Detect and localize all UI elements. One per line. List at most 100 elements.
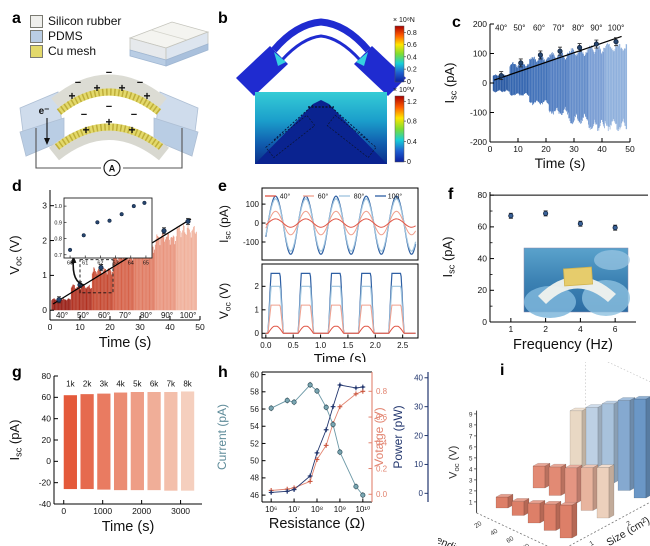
svg-text:0: 0 bbox=[255, 219, 260, 228]
svg-text:0: 0 bbox=[407, 159, 411, 166]
svg-text:2: 2 bbox=[469, 488, 473, 495]
svg-text:50: 50 bbox=[625, 144, 635, 154]
svg-text:3000: 3000 bbox=[171, 506, 190, 516]
svg-text:70°: 70° bbox=[553, 23, 565, 32]
svg-text:62: 62 bbox=[97, 261, 103, 267]
svg-text:0: 0 bbox=[482, 317, 487, 327]
svg-text:2.0: 2.0 bbox=[370, 341, 382, 350]
svg-text:70°: 70° bbox=[119, 311, 131, 320]
svg-text:0.7: 0.7 bbox=[54, 253, 62, 259]
panel-letter-e: e bbox=[218, 178, 227, 195]
svg-text:50: 50 bbox=[195, 322, 205, 332]
svg-text:0: 0 bbox=[407, 79, 411, 86]
svg-text:64: 64 bbox=[128, 261, 134, 267]
svg-text:50°: 50° bbox=[77, 311, 89, 320]
panel-a: a Silicon rubber PDMS Cu mesh − − − + + + + − − −… bbox=[6, 8, 212, 176]
svg-text:1: 1 bbox=[589, 540, 596, 546]
svg-text:Frequency (Hz): Frequency (Hz) bbox=[513, 337, 613, 353]
svg-text:50: 50 bbox=[250, 456, 259, 465]
svg-text:0: 0 bbox=[61, 506, 66, 516]
svg-text:3k: 3k bbox=[100, 380, 109, 389]
svg-text:0.2: 0.2 bbox=[376, 464, 388, 473]
panel-h: h 46 48 50 52 54 56 58 60 10⁶ 10⁷ 10⁸ 10⁹ 10¹⁰ 0.0 0.2… bbox=[212, 362, 438, 544]
legend-label: Cu mesh bbox=[48, 44, 97, 58]
pdms-swatch bbox=[30, 29, 43, 43]
svg-text:Time (s): Time (s) bbox=[535, 155, 586, 171]
svg-text:4: 4 bbox=[578, 324, 583, 334]
svg-text:Time (s): Time (s) bbox=[99, 335, 152, 351]
svg-text:100: 100 bbox=[246, 200, 260, 209]
svg-text:1.0: 1.0 bbox=[54, 204, 62, 210]
svg-text:8k: 8k bbox=[183, 380, 192, 389]
svg-text:+: + bbox=[68, 89, 75, 103]
svg-text:Size (cm²): Size (cm²) bbox=[604, 514, 650, 546]
svg-text:2: 2 bbox=[42, 235, 47, 245]
panel-c: c -200 -100 0 100 200 0 10 20 30 40 50 40° 50° 60° 70°… bbox=[438, 8, 650, 178]
svg-text:8: 8 bbox=[469, 422, 473, 429]
svg-text:20: 20 bbox=[414, 431, 423, 440]
svg-text:2.5: 2.5 bbox=[397, 341, 409, 350]
svg-text:Time (s): Time (s) bbox=[314, 352, 367, 362]
panel-letter-a: a bbox=[12, 10, 21, 27]
svg-text:60: 60 bbox=[478, 222, 488, 232]
svg-text:40°: 40° bbox=[495, 23, 507, 32]
svg-text:40°: 40° bbox=[280, 193, 291, 201]
svg-text:0: 0 bbox=[419, 489, 424, 498]
svg-text:6: 6 bbox=[469, 444, 473, 451]
legend-item-silicon-rubber: Silicon rubber bbox=[30, 14, 121, 28]
svg-text:0.2: 0.2 bbox=[407, 67, 417, 74]
svg-text:Isc​ (pA): Isc​ (pA) bbox=[442, 63, 459, 104]
svg-text:40: 40 bbox=[478, 253, 488, 263]
svg-text:0.5: 0.5 bbox=[288, 341, 300, 350]
svg-text:0.8: 0.8 bbox=[376, 387, 388, 396]
svg-text:10: 10 bbox=[414, 460, 423, 469]
svg-text:40: 40 bbox=[414, 374, 423, 383]
svg-text:4k: 4k bbox=[116, 380, 125, 389]
svg-text:2: 2 bbox=[626, 520, 633, 528]
svg-text:0.4: 0.4 bbox=[376, 439, 388, 448]
svg-text:+: + bbox=[118, 81, 125, 95]
panel-g: g 1k 2k 3k 4k 5k 6k 7k 8k -40 -20 0 20 40 60 80 0 1000 20… bbox=[6, 362, 212, 544]
panel-e: e -100 0 100 0 1 2 0.0 0.5 1.0 1.5 2.0 2.5 40° 60° 80°… bbox=[212, 176, 438, 362]
svg-text:1k: 1k bbox=[66, 380, 75, 389]
svg-text:60°: 60° bbox=[318, 193, 329, 201]
svg-text:0: 0 bbox=[46, 456, 51, 466]
svg-text:2000: 2000 bbox=[132, 506, 151, 516]
svg-text:90°: 90° bbox=[590, 23, 602, 32]
svg-text:1: 1 bbox=[255, 306, 260, 315]
svg-text:Voc​ (V): Voc​ (V) bbox=[448, 446, 462, 479]
svg-text:60: 60 bbox=[505, 535, 515, 545]
svg-text:2: 2 bbox=[255, 282, 260, 291]
legend-item-pdms: PDMS bbox=[30, 29, 121, 43]
svg-text:80: 80 bbox=[478, 190, 488, 200]
panel-d: d 0 1 2 3 0 10 20 30 40 50 40° 50° 60° 70° 80° 90° 100° T… bbox=[6, 176, 212, 362]
svg-text:61: 61 bbox=[82, 261, 88, 267]
svg-text:80°: 80° bbox=[140, 311, 152, 320]
svg-text:7: 7 bbox=[469, 433, 473, 440]
svg-text:90°: 90° bbox=[161, 311, 173, 320]
panel-letter-c: c bbox=[452, 14, 461, 31]
svg-text:+: + bbox=[143, 89, 150, 103]
svg-text:20: 20 bbox=[105, 322, 115, 332]
svg-text:10⁹: 10⁹ bbox=[334, 505, 346, 514]
svg-text:20: 20 bbox=[42, 435, 52, 445]
panel-letter-h: h bbox=[218, 364, 228, 381]
svg-text:-40: -40 bbox=[39, 499, 52, 509]
svg-text:80: 80 bbox=[521, 543, 531, 546]
svg-text:20: 20 bbox=[541, 144, 551, 154]
svg-text:30: 30 bbox=[135, 322, 145, 332]
svg-text:-20: -20 bbox=[39, 477, 52, 487]
svg-text:Isc​ (pA): Isc​ (pA) bbox=[217, 205, 233, 243]
svg-text:48: 48 bbox=[250, 474, 259, 483]
svg-text:60: 60 bbox=[250, 370, 259, 379]
svg-text:e⁻: e⁻ bbox=[39, 106, 50, 117]
svg-text:100°: 100° bbox=[180, 311, 197, 320]
svg-text:−: − bbox=[106, 67, 112, 79]
svg-text:Voc​ (V): Voc​ (V) bbox=[7, 235, 24, 274]
svg-text:80: 80 bbox=[42, 371, 52, 381]
svg-text:60: 60 bbox=[67, 261, 73, 267]
svg-text:60°: 60° bbox=[98, 311, 110, 320]
